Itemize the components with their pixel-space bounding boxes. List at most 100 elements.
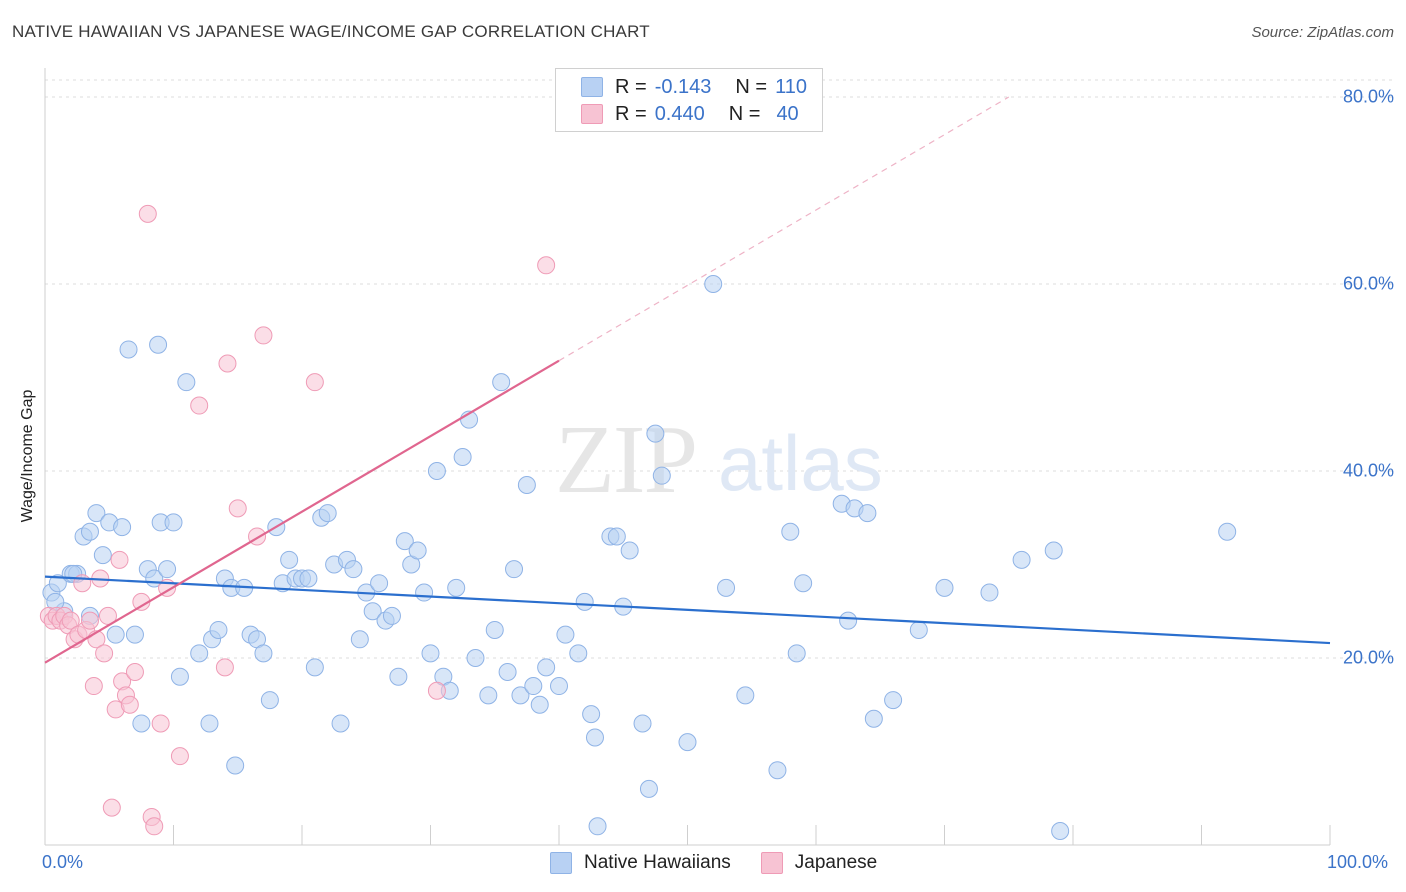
data-point-japanese [427,681,446,700]
data-point-native-hawaiian [524,677,543,696]
data-point-japanese [228,499,247,518]
data-point-native-hawaiian [511,686,530,705]
data-point-japanese [305,373,324,392]
data-point-japanese [84,677,103,696]
data-point-native-hawaiian [781,522,800,541]
data-point-native-hawaiian [1044,541,1063,560]
data-point-native-hawaiian [395,532,414,551]
data-point-native-hawaiian [980,583,999,602]
data-point-native-hawaiian [226,756,245,775]
data-point-native-hawaiian [87,504,106,523]
data-point-native-hawaiian [389,667,408,686]
legend-r-label: R = [615,102,647,125]
data-point-native-hawaiian [652,466,671,485]
data-point-native-hawaiian [93,546,112,565]
grid-lines [45,79,1392,659]
data-point-native-hawaiian [344,560,363,579]
data-point-native-hawaiian [736,686,755,705]
data-point-japanese [190,396,209,415]
data-point-native-hawaiian [305,658,324,677]
data-point-native-hawaiian [498,663,517,682]
legend-item-native-hawaiians: Native Hawaiians [550,852,731,874]
data-point-native-hawaiian [408,541,427,560]
legend-n-value: 110 [775,75,807,98]
data-point-native-hawaiian [864,709,883,728]
data-point-native-hawaiian [132,714,151,733]
data-point-native-hawaiian [639,779,658,798]
data-point-japanese [145,817,164,836]
data-point-native-hawaiian [350,630,369,649]
watermark: ZIP atlas [555,406,883,514]
scatter-points [39,204,1237,840]
data-point-native-hawaiian [517,476,536,495]
data-point-japanese [102,798,121,817]
data-point-native-hawaiian [113,518,132,537]
data-point-native-hawaiian [620,541,639,560]
y-tick-label: 40.0% [1342,460,1394,481]
legend-label-japanese: Japanese [794,852,878,873]
legend-row-japanese: R = 0.440 N = 40 [556,101,799,127]
data-point-japanese [254,326,273,345]
trend-line-japanese [44,359,560,664]
data-point-native-hawaiian [363,602,382,621]
legend-label-native-hawaiians: Native Hawaiians [584,852,731,873]
data-point-native-hawaiian [909,620,928,639]
data-point-japanese [120,695,139,714]
data-point-native-hawaiian [717,578,736,597]
data-point-native-hawaiian [1218,522,1237,541]
trend-line-japanese-extension [558,96,1010,362]
legend-n-label: N = [728,102,761,125]
legend-n-label: N = [735,75,768,98]
data-point-native-hawaiian [550,677,568,696]
data-point-japanese [125,663,144,682]
data-point-native-hawaiian [505,560,524,579]
data-point-native-hawaiian [787,644,806,663]
data-point-native-hawaiian [158,560,177,579]
data-point-native-hawaiian [884,691,903,710]
data-point-native-hawaiian [370,574,389,593]
y-tick-label: 60.0% [1342,273,1394,294]
data-point-japanese [61,611,80,630]
data-point-japanese [151,714,170,733]
data-point-native-hawaiian [704,275,723,293]
data-point-native-hawaiian [415,583,434,602]
data-point-native-hawaiian [858,504,877,523]
data-point-native-hawaiian [80,522,99,541]
legend-row-native-hawaiians: R = -0.143 N = 110 [556,74,807,100]
legend-r-value: 0.440 [654,102,705,125]
data-point-native-hawaiian [119,340,138,359]
data-point-native-hawaiian [935,578,954,597]
data-point-japanese [138,204,157,223]
data-point-native-hawaiian [125,625,144,644]
legend-n-value: 40 [776,102,799,125]
legend-r-label: R = [615,75,647,98]
data-point-native-hawaiian [447,578,466,597]
legend-swatch-blue [550,852,572,874]
data-point-native-hawaiian [421,644,440,663]
data-point-native-hawaiian [530,695,549,714]
data-point-native-hawaiian [164,513,183,532]
data-point-japanese [537,256,556,275]
data-point-native-hawaiian [1051,821,1070,840]
data-point-native-hawaiian [485,620,504,639]
legend-r-value: -0.143 [654,75,712,98]
data-point-native-hawaiian [299,569,318,588]
data-point-native-hawaiian [170,667,189,686]
data-point-native-hawaiian [556,625,575,644]
data-point-native-hawaiian [1012,550,1031,569]
x-tick-label-max: 100.0% [1327,852,1389,872]
data-point-japanese [215,658,234,677]
data-point-native-hawaiian [254,644,273,663]
y-tick-label: 20.0% [1342,647,1394,668]
legend-swatch-blue [581,77,603,97]
data-point-japanese [80,611,99,630]
data-point-native-hawaiian [569,644,588,663]
data-point-native-hawaiian [427,462,446,480]
data-point-native-hawaiian [646,424,665,443]
watermark-atlas: atlas [718,419,883,507]
watermark-zip: ZIP [555,406,696,514]
data-point-native-hawaiian [280,550,299,569]
chart-title: NATIVE HAWAIIAN VS JAPANESE WAGE/INCOME … [12,22,650,41]
data-point-native-hawaiian [318,504,337,523]
